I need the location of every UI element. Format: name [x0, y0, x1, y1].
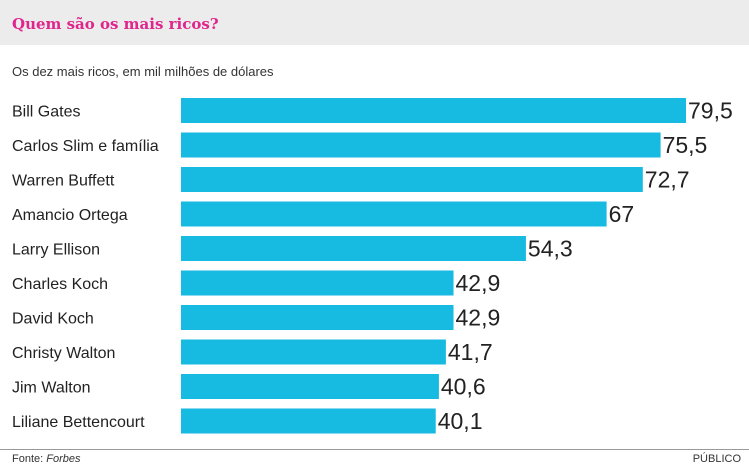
- value-label: 41,7: [448, 339, 493, 365]
- bar: [181, 236, 526, 261]
- category-label: Carlos Slim e família: [12, 138, 159, 155]
- category-label: Charles Koch: [12, 276, 108, 293]
- bar: [181, 408, 436, 434]
- value-label: 54,3: [528, 236, 573, 262]
- bar-chart: Bill Gates 79,5 Carlos Slim e família 75,5 W…: [12, 98, 733, 435]
- source-prefix: Fonte:: [12, 453, 47, 465]
- value-label: 67: [609, 201, 635, 227]
- bar: [181, 167, 643, 192]
- value-label: 40,1: [438, 408, 483, 434]
- value-label: 72,7: [645, 167, 690, 193]
- bar: [181, 270, 454, 296]
- footer: Fonte: Forbes PÚBLICO: [0, 449, 749, 469]
- bar: [181, 201, 607, 227]
- value-label: 42,9: [456, 270, 501, 296]
- category-label: Bill Gates: [12, 104, 80, 121]
- header-band: Quem são os mais ricos?: [0, 0, 749, 45]
- bar: [181, 305, 454, 330]
- source-name: Forbes: [46, 453, 81, 465]
- chart-title: Quem são os mais ricos?: [12, 15, 219, 33]
- bar: [181, 98, 686, 123]
- footer-divider: [0, 449, 749, 450]
- category-label: Christy Walton: [12, 345, 115, 362]
- category-label: Jim Walton: [12, 380, 91, 397]
- value-label: 79,5: [688, 98, 733, 124]
- value-label: 42,9: [456, 305, 501, 331]
- bar: [181, 374, 439, 399]
- value-label: 75,5: [663, 132, 708, 158]
- category-label: Larry Ellison: [12, 242, 100, 259]
- chart-subtitle: Os dez mais ricos, em mil milhões de dól…: [12, 64, 274, 79]
- source-credit: Fonte: Forbes: [12, 453, 81, 465]
- category-label: David Koch: [12, 311, 94, 328]
- brand-label: PÚBLICO: [692, 453, 741, 465]
- category-label: Warren Buffett: [12, 173, 115, 190]
- bar: [181, 339, 446, 365]
- bar: [181, 132, 661, 158]
- value-label: 40,6: [441, 374, 486, 400]
- category-label: Amancio Ortega: [12, 207, 128, 224]
- category-label: Liliane Bettencourt: [12, 414, 145, 431]
